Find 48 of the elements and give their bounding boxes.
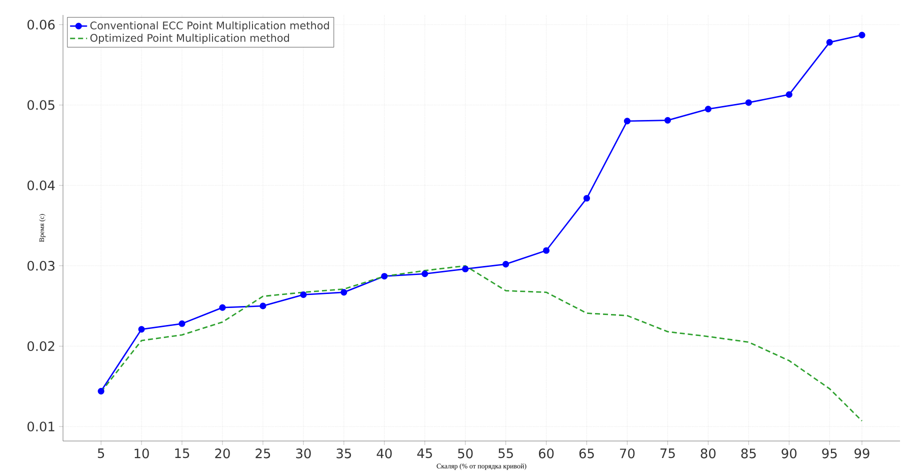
y-tick-label: 0.05	[28, 100, 54, 110]
point	[462, 266, 469, 272]
x-tick-label: 85	[741, 448, 756, 458]
legend-label: Conventional ECC Point Multiplication method	[90, 21, 329, 32]
point	[340, 289, 348, 296]
x-tick-label: 5	[98, 448, 104, 458]
point	[786, 91, 792, 98]
point	[138, 326, 145, 333]
point	[704, 106, 712, 112]
point	[260, 302, 266, 310]
point	[664, 117, 671, 124]
point	[300, 291, 307, 298]
x-tick-label: 20	[215, 448, 230, 458]
point	[219, 304, 226, 311]
x-tick-label: 10	[134, 448, 149, 458]
x-tick-label: 40	[376, 448, 392, 458]
point	[502, 260, 510, 268]
point	[178, 320, 186, 327]
point	[624, 118, 631, 124]
y-tick-label: 0.06	[28, 20, 55, 30]
point	[542, 247, 550, 254]
point	[422, 270, 428, 278]
point	[381, 272, 388, 280]
x-tick-label: 65	[579, 448, 594, 458]
y-tick-label: 0.04	[28, 180, 55, 190]
x-tick-label: 30	[296, 448, 311, 458]
point	[826, 39, 833, 46]
y-tick-label: 0.02	[28, 341, 54, 352]
x-tick-label: 50	[458, 448, 473, 458]
y-tick-label: 0.03	[28, 260, 54, 271]
x-tick-label: 15	[175, 448, 190, 458]
x-tick-label: 45	[417, 448, 432, 458]
x-tick-label: 55	[498, 448, 513, 458]
x-tick-label: 35	[336, 448, 351, 458]
x-tick-label: 70	[620, 448, 635, 458]
point	[98, 388, 104, 394]
x-tick-label: 80	[700, 448, 716, 458]
point	[583, 194, 590, 202]
x-tick-label: 90	[782, 448, 796, 458]
y-tick-label: 0.01	[28, 422, 54, 432]
x-tick-label: 75	[660, 448, 675, 458]
legend-label: Optimized Point Multiplication method	[90, 34, 289, 44]
x-tick-label: 95	[822, 448, 837, 458]
x-tick-label: 99	[854, 448, 870, 458]
point	[858, 32, 866, 38]
point	[745, 99, 752, 106]
x-tick-label: 60	[538, 448, 554, 458]
x-tick-label: 25	[256, 448, 270, 458]
